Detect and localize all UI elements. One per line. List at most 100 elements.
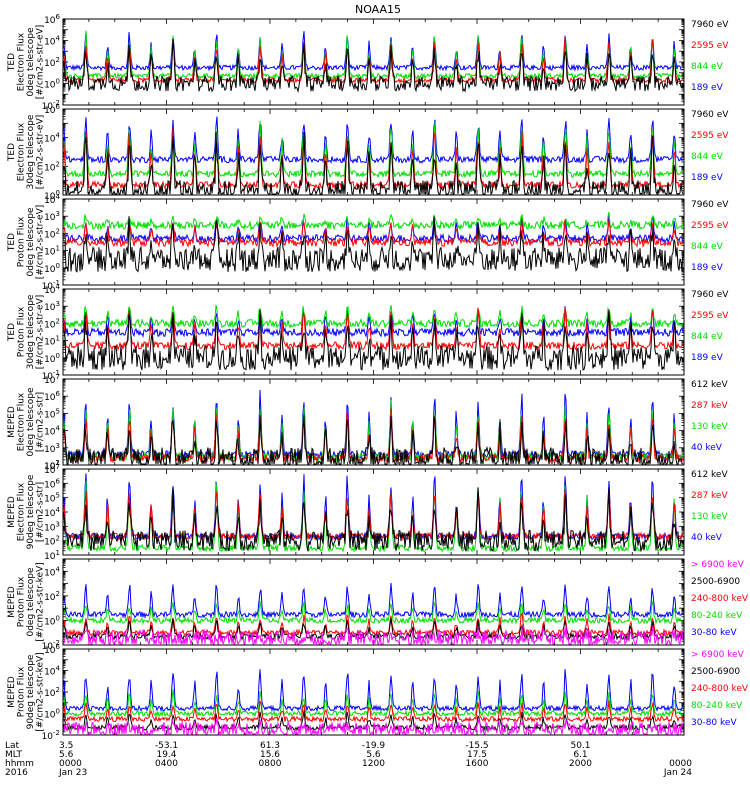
y-tick-label: 103 <box>44 520 60 533</box>
legend-label: 189 eV <box>691 263 724 273</box>
y-tick-label: 101 <box>44 335 60 348</box>
y-tick-label: 102 <box>44 227 60 240</box>
x-tick-label: 0800 <box>259 759 282 769</box>
y-tick-label: 104 <box>44 283 60 296</box>
series-line-1 <box>63 624 684 646</box>
y-tick-label: 100 <box>44 189 60 202</box>
panel-frame <box>62 18 685 106</box>
legend-label: 2595 eV <box>691 221 729 231</box>
series-line-1 <box>63 216 684 273</box>
series-line-4 <box>63 213 684 244</box>
y-tick-label: 100 <box>44 78 60 91</box>
panel-frame <box>62 108 685 196</box>
x-tick-label: 61.3 <box>260 741 280 751</box>
y-axis-title: MEPEDProton Flux90deg telescope[#/cm2-s-… <box>7 652 46 731</box>
series-line-3 <box>63 612 684 638</box>
y-tick-label: 106 <box>44 477 60 490</box>
x-tick-label: 5.6 <box>59 750 74 760</box>
series-line-1 <box>63 717 684 736</box>
y-tick-label: 107 <box>44 373 60 386</box>
y-tick-label: 105 <box>44 492 60 505</box>
y-axis-title: TEDElectron Flux30deg telescope[#/cm2-s-… <box>7 114 46 189</box>
x-tick-label: 3.5 <box>59 741 73 751</box>
y-tick-label: 103 <box>44 442 60 455</box>
y-tick-label: 104 <box>44 35 60 48</box>
series-line-1 <box>63 38 684 94</box>
legend-label: 80-240 keV <box>691 611 743 621</box>
y-tick-label: 102 <box>44 160 60 173</box>
legend-label: 7960 eV <box>691 290 729 300</box>
series-line-5 <box>63 669 684 713</box>
legend-label: 189 eV <box>691 353 724 363</box>
legend-label: 844 eV <box>691 152 724 162</box>
y-tick-label: 106 <box>44 643 60 656</box>
x-row-label: hhmm <box>5 759 34 769</box>
x-row-label: Lat <box>5 741 20 751</box>
x-tick-label: 0000 <box>669 759 692 769</box>
legend-label: > 6900 keV <box>691 560 745 570</box>
y-tick-label: 104 <box>44 425 60 438</box>
legend-label: 40 keV <box>691 533 723 543</box>
y-tick-label: 100 <box>44 614 60 627</box>
x-tick-label: 0000 <box>59 759 82 769</box>
y-tick-label: 102 <box>44 686 60 699</box>
x-row-label: MLT <box>5 750 23 760</box>
legend-label: 7960 eV <box>691 20 729 30</box>
y-tick-label: 10-2 <box>42 99 60 112</box>
y-tick-label: 104 <box>44 665 60 678</box>
legend-label: 240-800 keV <box>691 684 749 694</box>
series-line-4 <box>63 600 684 625</box>
y-tick-label: 103 <box>44 300 60 313</box>
series-line-5 <box>63 582 684 620</box>
legend-label: 612 keV <box>691 470 728 480</box>
panel-frame <box>62 648 685 736</box>
y-tick-label: 100 <box>44 262 60 275</box>
y-tick-label: 104 <box>44 132 60 145</box>
legend-label: 2500-6900 <box>691 667 740 677</box>
legend-label: 612 keV <box>691 380 728 390</box>
series-line-3 <box>63 120 684 179</box>
series-line-2 <box>63 307 684 352</box>
legend-label: 80-240 keV <box>691 701 743 711</box>
x-tick-label: 5.6 <box>366 750 381 760</box>
series-line-2 <box>63 219 684 248</box>
x-tick-label: 1600 <box>466 759 489 769</box>
y-axis-title: TEDProton Flux0deg telescope[#/cm2-s-str… <box>7 205 46 280</box>
y-tick-label: 101 <box>44 245 60 258</box>
y-tick-label: 106 <box>44 103 60 116</box>
y-tick-label: 102 <box>44 56 60 69</box>
legend-label: 844 eV <box>691 62 724 72</box>
y-tick-label: 104 <box>44 506 60 519</box>
x-tick-label: 50.1 <box>570 741 590 751</box>
series-line-4 <box>63 689 684 718</box>
legend-label: 2595 eV <box>691 131 729 141</box>
y-tick-label: 102 <box>44 590 60 603</box>
legend-label: 2595 eV <box>691 311 729 321</box>
series-line-1 <box>63 309 684 372</box>
x-tick-label: 6.1 <box>573 750 587 760</box>
legend-label: 240-800 keV <box>691 594 749 604</box>
legend-label: 844 eV <box>691 332 724 342</box>
x-tick-label: 1200 <box>362 759 385 769</box>
series-line-1 <box>63 487 684 553</box>
legend-label: > 6900 keV <box>691 650 745 660</box>
y-axis-title: MEPEDElectron Flux0deg telescope[#/cm2-s… <box>7 387 46 457</box>
series-line-4 <box>63 31 684 72</box>
y-tick-label: 100 <box>44 352 60 365</box>
y-axis-title: TEDProton Flux30deg telescope[#/cm2-s-st… <box>7 294 46 369</box>
x-tick-label: -53.1 <box>155 741 178 751</box>
series-line-1 <box>63 131 684 196</box>
series-line-3 <box>63 211 684 231</box>
y-axis-title: TEDElectron Flux0deg telescope[#/cm2-s-s… <box>7 25 46 100</box>
legend-label: 844 eV <box>691 242 724 252</box>
legend-label: 30-80 keV <box>691 718 737 728</box>
legend-label: 130 keV <box>691 512 728 522</box>
legend-label: 287 keV <box>691 491 728 501</box>
x-row-label: 2016 <box>5 768 28 778</box>
legend-label: 2595 eV <box>691 41 729 51</box>
y-tick-label: 106 <box>44 390 60 403</box>
